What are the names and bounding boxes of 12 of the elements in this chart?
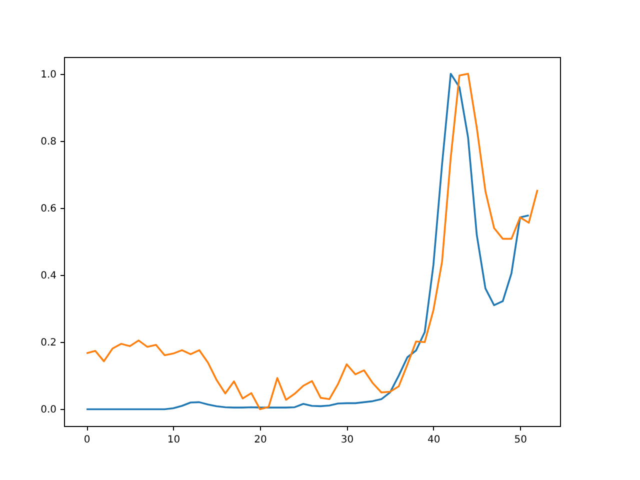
x-tick-label: 40 [428, 434, 440, 446]
x-tick-label: 20 [254, 434, 267, 446]
x-tick-label: 10 [167, 434, 180, 446]
y-tick-label: 0.8 [40, 136, 56, 148]
y-tick-label: 0.4 [40, 270, 56, 282]
y-tick-label: 0.2 [40, 338, 56, 349]
x-tick-label: 30 [340, 434, 354, 446]
x-tick-label: 0 [84, 434, 90, 446]
x-tick-label: 50 [514, 434, 527, 446]
y-tick-label: 0.6 [40, 203, 56, 214]
y-tick-label: 0.0 [40, 404, 56, 416]
y-tick-label: 1.0 [40, 69, 56, 80]
